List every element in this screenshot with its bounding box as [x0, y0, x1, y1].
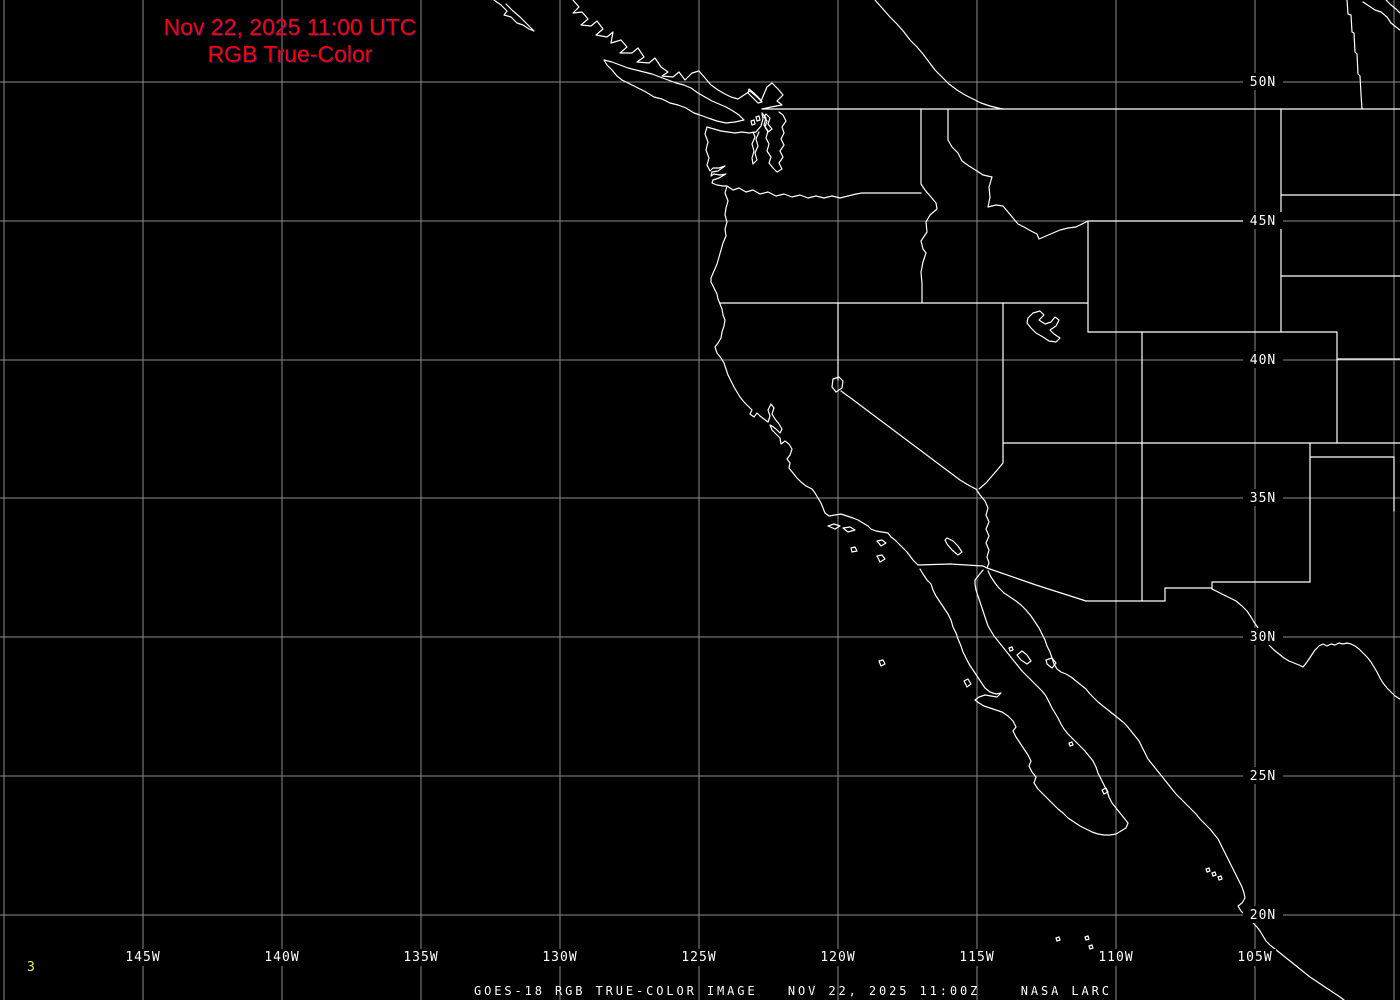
- san-clemente-island: [876, 554, 886, 563]
- santa-catalina-island: [876, 539, 887, 547]
- great-salt-lake: [1026, 310, 1061, 343]
- cedros-island: [963, 678, 972, 688]
- lon-label-bg: [400, 949, 442, 966]
- bottom-caption: GOES-18 RGB TRUE-COLOR IMAGE NOV 22, 202…: [474, 984, 1112, 998]
- lat-label-bg: [1243, 73, 1283, 90]
- lon-label-bg: [539, 949, 581, 966]
- san-juan-island-b: [750, 119, 756, 126]
- sk-mb-border: [1346, 0, 1363, 110]
- baja-california-peninsula: [919, 568, 1129, 836]
- lat-label-50N: 50N: [1250, 75, 1276, 90]
- sonora-sinaloa-coast: [987, 570, 1345, 1000]
- revillagigedo-island-b: [1084, 935, 1090, 941]
- lon-label-bg: [817, 949, 859, 966]
- lake-tahoe: [831, 376, 844, 393]
- lon-label-105W: 105W: [1237, 950, 1272, 965]
- lat-label-bg: [1243, 767, 1283, 784]
- puget-sound: [761, 111, 787, 173]
- salton-sea: [944, 537, 963, 556]
- manitoba-lakes-b: [1385, 0, 1400, 14]
- lon-label-bg: [678, 949, 720, 966]
- lon-label-145W: 145W: [125, 950, 160, 965]
- lat-label-40N: 40N: [1250, 353, 1276, 368]
- lat-label-bg: [1243, 212, 1283, 229]
- islas-tres-marias-b: [1211, 871, 1217, 877]
- tx-nm-border-32n: [1211, 581, 1311, 590]
- san-miguel-santa-rosa-islands: [827, 523, 841, 530]
- islas-tres-marias-c: [1217, 875, 1223, 881]
- guadalupe-island: [878, 659, 886, 667]
- haida-gwaii-coast: [493, 0, 535, 32]
- nv-az-colorado-river: [978, 442, 1004, 490]
- vancouver-island: [603, 59, 745, 124]
- manitoba-lakes-a: [1362, 1, 1400, 31]
- whidbey-island: [763, 113, 773, 133]
- isla-angel-de-la-guarda: [1016, 650, 1032, 665]
- lon-label-110W: 110W: [1098, 950, 1133, 965]
- lon-label-125W: 125W: [681, 950, 716, 965]
- revillagigedo-island-a: [1055, 936, 1061, 942]
- isla-tiburon: [1045, 657, 1057, 669]
- lon-label-130W: 130W: [542, 950, 577, 965]
- header-product-name: RGB True-Color: [207, 41, 373, 67]
- revillagigedo-island-c: [1088, 944, 1094, 950]
- lon-label-bg: [1234, 949, 1276, 966]
- id-mt-border: [947, 108, 1089, 240]
- juan-de-fuca-shore: [706, 112, 764, 134]
- texada-island: [747, 88, 763, 104]
- lon-label-bg: [1095, 949, 1137, 966]
- lat-label-35N: 35N: [1250, 491, 1276, 506]
- isla-espiritu-santo: [1101, 787, 1109, 795]
- lon-label-140W: 140W: [264, 950, 299, 965]
- image-header: Nov 22, 2025 11:00 UTC RGB True-Color: [140, 14, 440, 68]
- san-juan-island-a: [755, 115, 761, 122]
- santa-barbara-island: [850, 546, 858, 553]
- lon-label-bg: [956, 949, 998, 966]
- lat-label-30N: 30N: [1250, 630, 1276, 645]
- lat-label-20N: 20N: [1250, 908, 1276, 923]
- wa-id-border-snake-river: [920, 108, 938, 304]
- lon-label-bg: [122, 949, 164, 966]
- lat-label-25N: 25N: [1250, 769, 1276, 784]
- rio-grande: [1211, 588, 1400, 700]
- bc-mainland-coast: [572, 0, 784, 110]
- santa-cruz-island: [842, 526, 856, 533]
- lat-label-bg: [1243, 489, 1283, 506]
- lat-label-bg: [1243, 351, 1283, 368]
- lon-label-115W: 115W: [959, 950, 994, 965]
- bc-ab-border: [874, 0, 1004, 110]
- frame-number: 3: [27, 960, 35, 975]
- header-timestamp: Nov 22, 2025 11:00 UTC: [163, 14, 417, 40]
- islas-tres-marias-a: [1205, 867, 1211, 873]
- nm-bootheel-border: [1085, 587, 1213, 602]
- lat-label-bg: [1243, 628, 1283, 645]
- us-mexico-border: [917, 563, 1087, 602]
- lon-label-135W: 135W: [403, 950, 438, 965]
- lat-label-bg: [1243, 906, 1283, 923]
- lon-label-120W: 120W: [820, 950, 855, 965]
- gulf-islet-b: [1068, 741, 1074, 747]
- ca-nv-diagonal-colorado-river: [840, 390, 990, 569]
- lon-label-bg: [261, 949, 303, 966]
- gulf-islet-a: [1008, 646, 1014, 652]
- lat-label-45N: 45N: [1250, 214, 1276, 229]
- hood-canal: [751, 131, 760, 165]
- pacific-coast: [704, 126, 919, 566]
- wa-or-border-columbia-river: [726, 185, 922, 199]
